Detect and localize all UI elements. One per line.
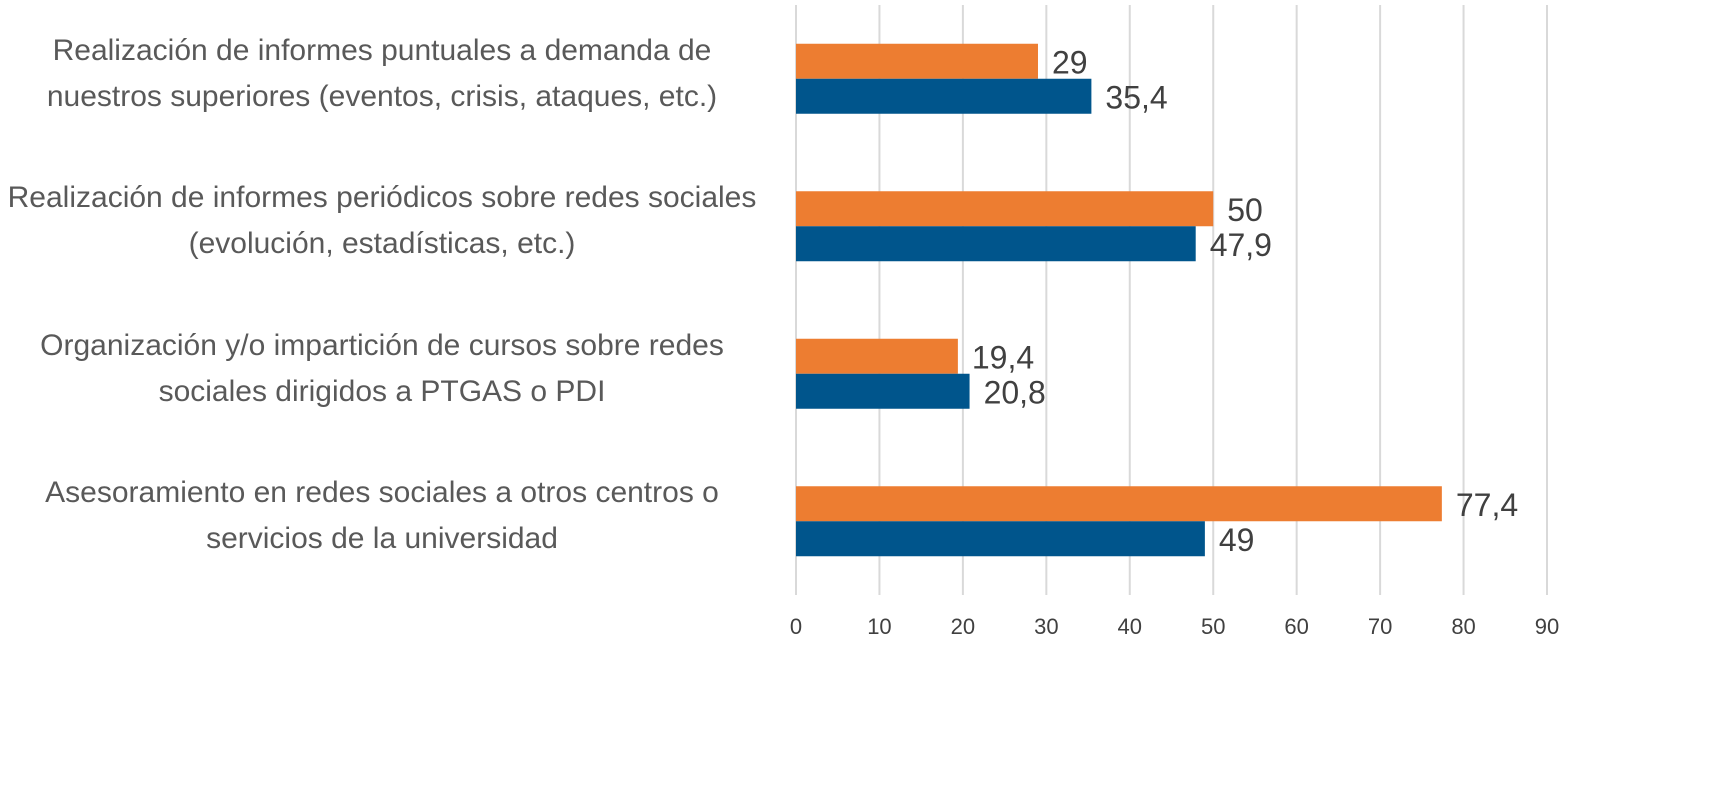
bar: [796, 226, 1196, 262]
x-tick-label: 10: [867, 614, 891, 639]
x-tick-label: 80: [1451, 614, 1475, 639]
bar: [796, 43, 1038, 79]
data-label: 19,4: [972, 340, 1034, 376]
x-tick-label: 50: [1201, 614, 1225, 639]
bar: [796, 191, 1214, 227]
bar: [796, 521, 1205, 557]
x-tick-label: 20: [951, 614, 975, 639]
x-tick-label: 30: [1034, 614, 1058, 639]
x-tick-label: 40: [1118, 614, 1142, 639]
category-label: Asesoramiento en redes sociales a otros …: [45, 476, 719, 556]
bar: [796, 486, 1442, 522]
x-tick-label: 0: [790, 614, 802, 639]
data-label: 49: [1219, 522, 1255, 558]
x-tick-label: 70: [1368, 614, 1392, 639]
category-label: Realización de informes puntuales a dema…: [46, 33, 718, 113]
x-tick-label: 90: [1535, 614, 1559, 639]
category-label: Realización de informes periódicos sobre…: [7, 181, 757, 261]
data-label: 77,4: [1456, 487, 1518, 523]
data-label: 29: [1052, 45, 1088, 81]
bar: [796, 78, 1092, 114]
data-label: 20,8: [984, 375, 1046, 411]
data-label: 35,4: [1105, 80, 1167, 116]
bar: [796, 338, 958, 374]
data-label: 47,9: [1210, 227, 1272, 263]
bar: [796, 373, 970, 409]
category-label: Organización y/o impartición de cursos s…: [40, 328, 724, 408]
data-label: 50: [1227, 192, 1263, 228]
x-tick-label: 60: [1284, 614, 1308, 639]
